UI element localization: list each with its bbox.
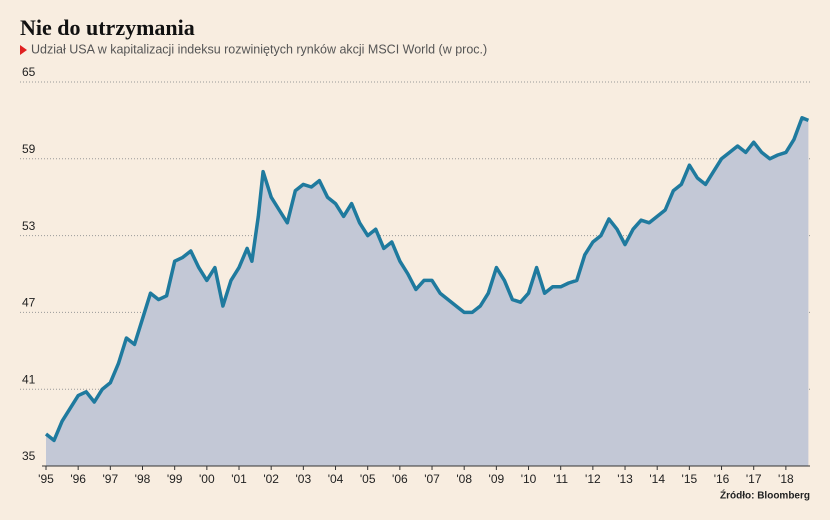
x-tick-label: '07 bbox=[424, 472, 440, 486]
x-tick-label: '14 bbox=[649, 472, 665, 486]
x-tick-label: '96 bbox=[70, 472, 86, 486]
x-tick-label: '97 bbox=[103, 472, 119, 486]
x-tick-label: '15 bbox=[682, 472, 698, 486]
x-tick-label: '06 bbox=[392, 472, 408, 486]
x-tick-label: '02 bbox=[263, 472, 279, 486]
x-tick-label: '98 bbox=[135, 472, 151, 486]
chart-title: Nie do utrzymania bbox=[20, 15, 195, 40]
y-tick-label: 59 bbox=[22, 142, 36, 156]
x-tick-label: '13 bbox=[617, 472, 633, 486]
x-tick-label: '16 bbox=[714, 472, 730, 486]
x-tick-label: '08 bbox=[456, 472, 472, 486]
y-tick-label: 65 bbox=[22, 65, 36, 79]
x-tick-label: '99 bbox=[167, 472, 183, 486]
y-tick-label: 47 bbox=[22, 296, 36, 310]
area bbox=[46, 117, 809, 467]
x-tick-label: '01 bbox=[231, 472, 247, 486]
x-tick-label: '10 bbox=[521, 472, 537, 486]
subtitle-marker bbox=[20, 45, 27, 55]
x-tick-label: '05 bbox=[360, 472, 376, 486]
source: Źródło: Bloomberg bbox=[720, 489, 810, 502]
x-tick-label: '12 bbox=[585, 472, 601, 486]
x-tick-label: '18 bbox=[778, 472, 794, 486]
x-tick-label: '11 bbox=[553, 472, 568, 486]
x-tick-label: '00 bbox=[199, 472, 215, 486]
line bbox=[44, 116, 810, 443]
x-tick-label: '17 bbox=[746, 472, 762, 486]
chart-subtitle: Udział USA w kapitalizacji indeksu rozwi… bbox=[31, 42, 487, 56]
y-tick-label: 53 bbox=[22, 219, 36, 233]
y-tick-label: 41 bbox=[22, 372, 36, 386]
y-tick-label: 35 bbox=[22, 449, 36, 463]
x-tick-label: '03 bbox=[296, 472, 312, 486]
x-tick-label: '04 bbox=[328, 472, 344, 486]
x-tick-label: '95 bbox=[38, 472, 54, 486]
x-tick-label: '09 bbox=[489, 472, 505, 486]
